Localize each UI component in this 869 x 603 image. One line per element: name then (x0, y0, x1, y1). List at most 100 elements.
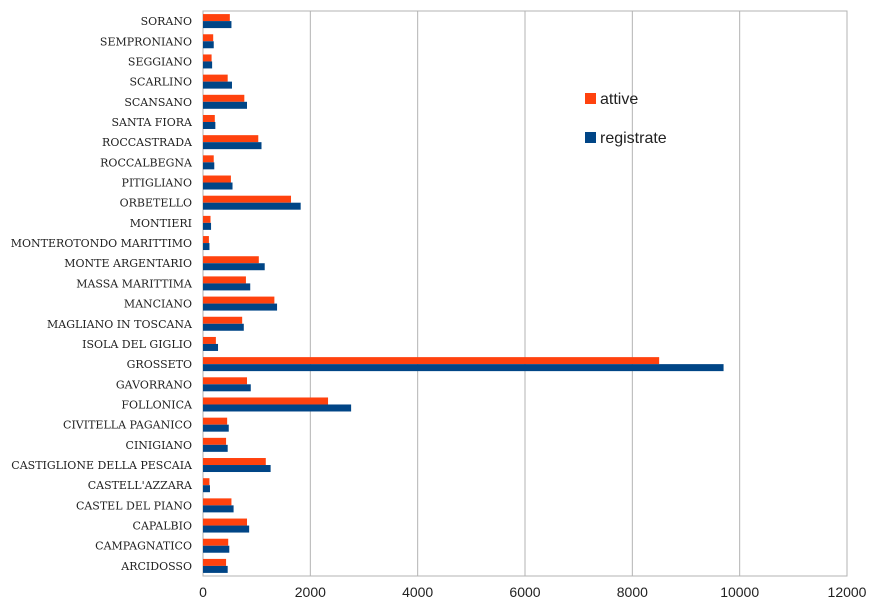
category-label: CINIGIANO (126, 439, 192, 452)
bar-attive (203, 478, 210, 486)
category-labels: SORANO SEMPRONIANO SEGGIANO SCARLINO SCANSAN… (11, 15, 193, 573)
bar-attive (203, 417, 228, 425)
category-label: CASTELL'AZZARA (88, 479, 193, 492)
bar-registrate (203, 465, 271, 473)
bar-registrate (203, 364, 724, 372)
category-label: ISOLA DEL GIGLIO (82, 338, 192, 351)
bar-attive (203, 558, 227, 566)
category-label: CAMPAGNATICO (95, 540, 192, 553)
category-label: CIVITELLA PAGANICO (63, 419, 192, 432)
x-tick-labels: 0 2000 4000 6000 8000 10000 12000 (199, 584, 867, 600)
bar-registrate (203, 162, 215, 170)
legend-swatch-attive (585, 93, 596, 104)
bar-attive (203, 195, 292, 203)
category-label: CASTIGLIONE DELLA PESCAIA (11, 459, 193, 472)
bar-attive (203, 256, 259, 264)
category-label: MAGLIANO IN TOSCANA (47, 318, 193, 331)
bar-registrate (203, 485, 210, 493)
bar-attive (203, 215, 211, 223)
bar-attive (203, 114, 215, 122)
bar-attive (203, 236, 209, 244)
category-label: MASSA MARITTIMA (76, 277, 193, 290)
bar-registrate (203, 41, 214, 49)
x-tick-label: 2000 (295, 584, 326, 600)
category-label: SEMPRONIANO (100, 35, 192, 48)
bar-registrate (203, 121, 216, 129)
bar-attive (203, 498, 232, 506)
legend-label-registrate: registrate (600, 130, 667, 147)
bar-registrate (203, 323, 244, 331)
legend-swatch-registrate (585, 132, 596, 143)
category-label: ROCCALBEGNA (100, 156, 193, 169)
bar-attive (203, 397, 329, 405)
bar-registrate (203, 81, 232, 89)
category-label: SCANSANO (124, 96, 192, 109)
bar-registrate (203, 545, 230, 553)
bar-registrate (203, 525, 250, 533)
bar-attive (203, 34, 214, 42)
bar-attive (203, 14, 230, 22)
category-label: CASTEL DEL PIANO (76, 499, 192, 512)
x-tick-label: 4000 (402, 584, 433, 600)
category-label: SCARLINO (130, 76, 192, 89)
bar-registrate (203, 101, 248, 109)
x-tick-label: 10000 (720, 584, 759, 600)
bar-registrate (203, 142, 262, 150)
bar-registrate (203, 222, 212, 230)
category-label: MONTIERI (130, 217, 192, 230)
bar-attive (203, 437, 227, 445)
bar-registrate (203, 303, 278, 311)
category-label: SORANO (141, 15, 192, 28)
bar-attive (203, 175, 231, 183)
bar-registrate (203, 61, 213, 69)
category-label: SANTA FIORA (111, 116, 193, 129)
bar-registrate (203, 263, 265, 271)
category-label: CAPALBIO (133, 520, 192, 533)
bar-attive (203, 538, 229, 546)
bar-attive (203, 336, 216, 344)
bar-registrate (203, 565, 228, 573)
x-tick-label: 8000 (617, 584, 648, 600)
bar-attive (203, 316, 243, 324)
bar-attive (203, 458, 266, 466)
category-label: PITIGLIANO (122, 177, 192, 190)
category-label: FOLLONICA (121, 398, 193, 411)
legend-label-attive: attive (600, 91, 638, 108)
bar-registrate (203, 21, 232, 29)
bar-attive (203, 74, 228, 82)
bar-registrate (203, 444, 228, 452)
bar-attive (203, 135, 259, 143)
bar-attive (203, 296, 275, 304)
bar-attive (203, 276, 246, 284)
bar-registrate (203, 182, 233, 190)
x-tick-label: 6000 (509, 584, 540, 600)
bar-attive (203, 54, 212, 62)
bars (203, 14, 724, 573)
bar-registrate (203, 404, 352, 412)
bar-registrate (203, 283, 251, 291)
category-label: MONTEROTONDO MARITTIMO (11, 237, 192, 250)
category-label: ROCCASTRADA (102, 136, 193, 149)
gridlines (202, 10, 848, 577)
category-label: ORBETELLO (120, 197, 192, 210)
bar-attive (203, 94, 245, 102)
legend: attive registrate (585, 91, 667, 147)
category-label: MONTE ARGENTARIO (64, 257, 192, 270)
x-tick-label: 12000 (828, 584, 867, 600)
bar-attive (203, 155, 214, 163)
bar-registrate (203, 343, 219, 351)
bar-attive (203, 377, 248, 385)
category-label: GAVORRANO (116, 378, 192, 391)
bar-attive (203, 357, 660, 365)
category-label: SEGGIANO (128, 55, 192, 68)
x-tick-label: 0 (199, 584, 207, 600)
bar-registrate (203, 384, 251, 392)
bar-registrate (203, 243, 210, 251)
bar-registrate (203, 424, 229, 432)
bar-registrate (203, 505, 234, 513)
category-label: ARCIDOSSO (120, 560, 192, 573)
category-label: GROSSETO (127, 358, 192, 371)
bar-registrate (203, 202, 301, 210)
category-label: MANCIANO (124, 298, 192, 311)
